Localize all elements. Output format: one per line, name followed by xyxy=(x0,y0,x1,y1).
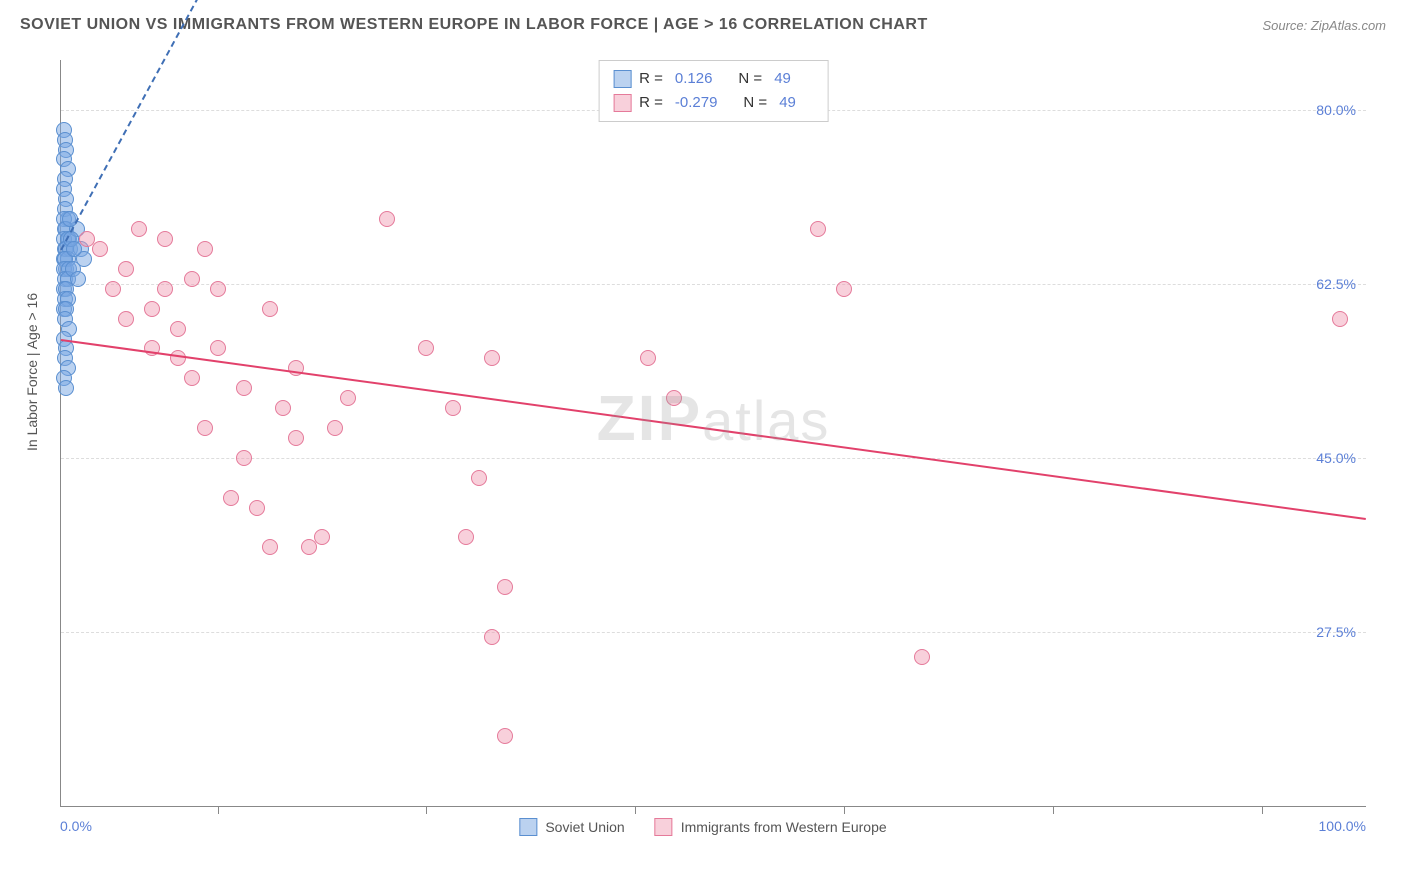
gridline xyxy=(61,458,1366,459)
data-point xyxy=(445,400,461,416)
data-point xyxy=(223,490,239,506)
n-value-0: 49 xyxy=(774,67,791,91)
y-tick-label: 62.5% xyxy=(1316,276,1356,292)
legend-item-1: Immigrants from Western Europe xyxy=(655,818,887,836)
data-point xyxy=(92,241,108,257)
data-point xyxy=(157,281,173,297)
data-point xyxy=(471,470,487,486)
data-point xyxy=(640,350,656,366)
y-tick-label: 45.0% xyxy=(1316,450,1356,466)
swatch-series-0 xyxy=(613,70,631,88)
data-point xyxy=(236,450,252,466)
x-tick xyxy=(635,806,636,814)
data-point xyxy=(1332,311,1348,327)
legend-label-0: Soviet Union xyxy=(545,819,624,835)
data-point xyxy=(184,370,200,386)
data-point xyxy=(262,301,278,317)
x-axis-label-min: 0.0% xyxy=(60,818,92,834)
trend-line xyxy=(61,339,1366,520)
stats-legend: R = 0.126 N = 49 R = -0.279 N = 49 xyxy=(598,60,829,122)
plot-area: ZIPatlas R = 0.126 N = 49 R = -0.279 N =… xyxy=(60,60,1366,807)
data-point xyxy=(458,529,474,545)
swatch-series-1 xyxy=(613,94,631,112)
x-tick xyxy=(1053,806,1054,814)
x-tick xyxy=(426,806,427,814)
x-axis-label-max: 100.0% xyxy=(1319,818,1366,834)
data-point xyxy=(131,221,147,237)
data-point xyxy=(340,390,356,406)
swatch-icon xyxy=(655,818,673,836)
x-tick xyxy=(844,806,845,814)
data-point xyxy=(249,500,265,516)
header: SOVIET UNION VS IMMIGRANTS FROM WESTERN … xyxy=(0,0,1406,50)
data-point xyxy=(275,400,291,416)
r-value-1: -0.279 xyxy=(675,91,718,115)
n-value-1: 49 xyxy=(779,91,796,115)
data-point xyxy=(70,271,86,287)
data-point xyxy=(105,281,121,297)
data-point xyxy=(379,211,395,227)
r-label: R = xyxy=(639,91,663,115)
x-tick xyxy=(1262,806,1263,814)
x-tick xyxy=(218,806,219,814)
data-point xyxy=(836,281,852,297)
data-point xyxy=(210,281,226,297)
watermark-main: ZIP xyxy=(597,382,703,454)
data-point xyxy=(58,380,74,396)
data-point xyxy=(144,301,160,317)
chart-title: SOVIET UNION VS IMMIGRANTS FROM WESTERN … xyxy=(20,16,1262,34)
data-point xyxy=(327,420,343,436)
series-legend: Soviet Union Immigrants from Western Eur… xyxy=(519,818,886,836)
stats-row-1: R = -0.279 N = 49 xyxy=(613,91,814,115)
gridline xyxy=(61,632,1366,633)
data-point xyxy=(118,261,134,277)
data-point xyxy=(484,350,500,366)
data-point xyxy=(210,340,226,356)
data-point xyxy=(484,629,500,645)
data-point xyxy=(666,390,682,406)
y-axis-title: In Labor Force | Age > 16 xyxy=(24,293,40,451)
data-point xyxy=(197,241,213,257)
swatch-icon xyxy=(519,818,537,836)
data-point xyxy=(418,340,434,356)
data-point xyxy=(118,311,134,327)
data-point xyxy=(262,539,278,555)
data-point xyxy=(157,231,173,247)
n-label: N = xyxy=(738,67,762,91)
data-point xyxy=(184,271,200,287)
data-point xyxy=(236,380,252,396)
data-point xyxy=(497,579,513,595)
data-point xyxy=(197,420,213,436)
n-label: N = xyxy=(743,91,767,115)
legend-item-0: Soviet Union xyxy=(519,818,624,836)
r-label: R = xyxy=(639,67,663,91)
data-point xyxy=(810,221,826,237)
gridline xyxy=(61,284,1366,285)
data-point xyxy=(170,350,186,366)
y-tick-label: 27.5% xyxy=(1316,624,1356,640)
data-point xyxy=(170,321,186,337)
r-value-0: 0.126 xyxy=(675,67,713,91)
source-label: Source: ZipAtlas.com xyxy=(1262,18,1386,33)
data-point xyxy=(914,649,930,665)
data-point xyxy=(288,430,304,446)
data-point xyxy=(497,728,513,744)
stats-row-0: R = 0.126 N = 49 xyxy=(613,67,814,91)
data-point xyxy=(314,529,330,545)
chart-container: In Labor Force | Age > 16 ZIPatlas R = 0… xyxy=(20,50,1386,852)
legend-label-1: Immigrants from Western Europe xyxy=(681,819,887,835)
y-tick-label: 80.0% xyxy=(1316,102,1356,118)
